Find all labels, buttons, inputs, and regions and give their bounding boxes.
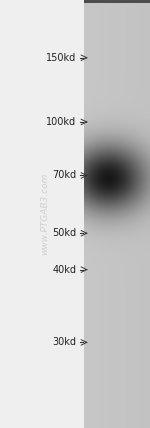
Text: 50kd: 50kd	[52, 228, 76, 238]
Text: 150kd: 150kd	[46, 53, 76, 63]
Text: 30kd: 30kd	[52, 337, 76, 348]
Text: 40kd: 40kd	[52, 265, 76, 275]
Text: 70kd: 70kd	[52, 170, 76, 181]
Text: www.PTGAB3.com: www.PTGAB3.com	[40, 173, 50, 255]
Text: 100kd: 100kd	[46, 117, 76, 127]
